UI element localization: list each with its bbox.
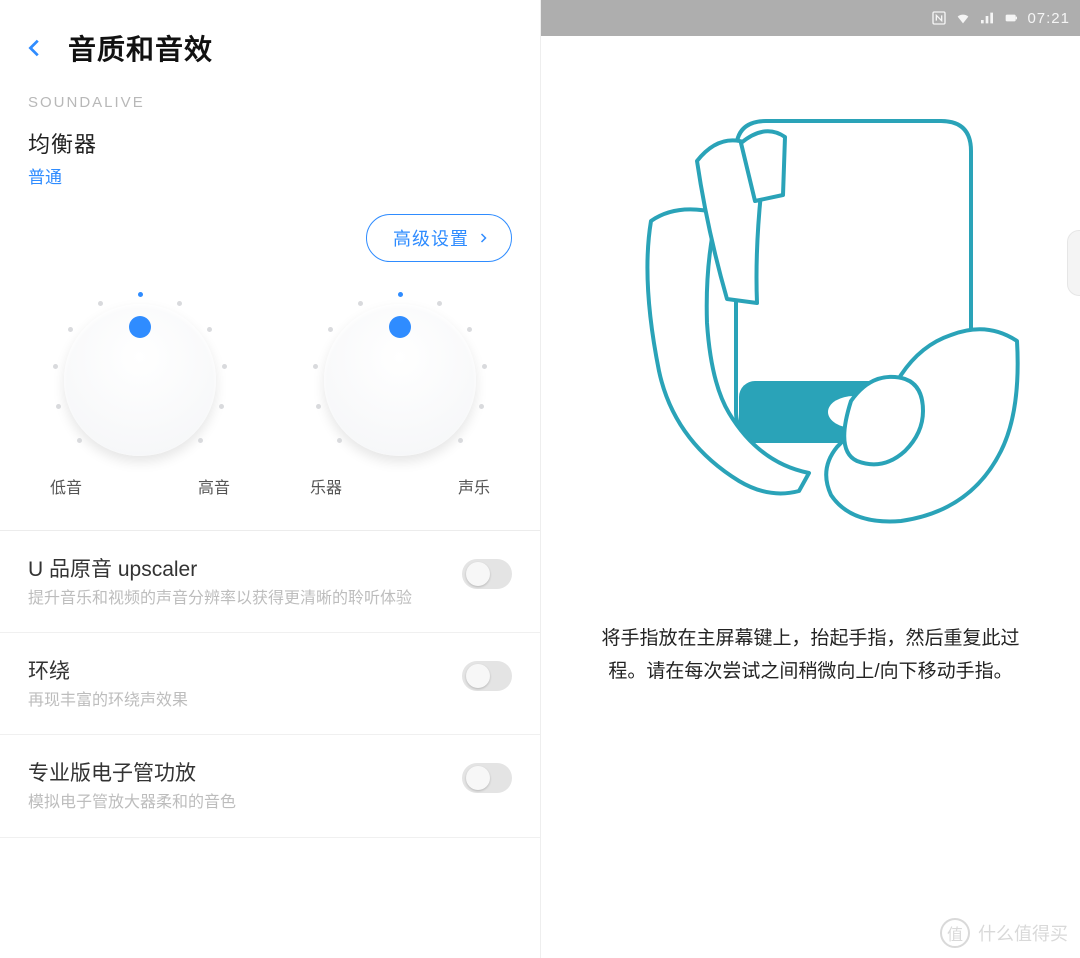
status-time: 07:21 (1027, 10, 1070, 27)
setting-row[interactable]: U 品原音 upscaler 提升音乐和视频的声音分辨率以获得更清晰的聆听体验 (0, 531, 540, 633)
dial-label-right: 声乐 (458, 474, 490, 498)
equalizer-title: 均衡器 (28, 127, 512, 159)
dial-label-left: 低音 (50, 474, 82, 498)
setting-row[interactable]: 环绕 再现丰富的环绕声效果 (0, 633, 540, 735)
fingerprint-illustration (541, 36, 1080, 596)
toggle-switch[interactable] (462, 661, 512, 691)
advanced-settings-label: 高级设置 (393, 225, 469, 251)
toggle-switch[interactable] (462, 559, 512, 589)
edge-handle[interactable] (1067, 230, 1080, 296)
setting-desc: 再现丰富的环绕声效果 (28, 689, 446, 712)
setting-desc: 模拟电子管放大器柔和的音色 (28, 791, 446, 814)
watermark: 值 什么值得买 (940, 918, 1068, 948)
dial-bass-treble[interactable]: 低音 高音 (25, 290, 255, 498)
advanced-settings-button[interactable]: 高级设置 (366, 214, 512, 262)
watermark-badge: 值 (940, 918, 970, 948)
dials-row: 低音 高音 乐器 声乐 (0, 272, 540, 508)
setting-row[interactable]: 专业版电子管功放 模拟电子管放大器柔和的音色 (0, 735, 540, 837)
sound-settings-pane: 音质和音效 SOUNDALIVE 均衡器 普通 高级设置 低音 高音 乐器 声乐 (0, 0, 540, 958)
toggle-switch[interactable] (462, 763, 512, 793)
setting-desc: 提升音乐和视频的声音分辨率以获得更清晰的聆听体验 (28, 587, 446, 610)
wifi-icon (955, 10, 971, 26)
equalizer-row[interactable]: 均衡器 普通 (0, 111, 540, 196)
header: 音质和音效 (0, 0, 540, 90)
dial-label-right: 高音 (198, 474, 230, 498)
page-title: 音质和音效 (68, 28, 213, 68)
setting-title: U 品原音 upscaler (28, 553, 446, 583)
section-label-soundalive: SOUNDALIVE (0, 94, 540, 111)
dial-instrument-vocal[interactable]: 乐器 声乐 (285, 290, 515, 498)
setting-title: 专业版电子管功放 (28, 757, 446, 787)
signal-icon (979, 10, 995, 26)
dial-label-left: 乐器 (310, 474, 342, 498)
back-icon[interactable] (24, 37, 46, 59)
setting-title: 环绕 (28, 655, 446, 685)
status-bar: 07:21 (541, 0, 1080, 36)
watermark-text: 什么值得买 (978, 920, 1068, 946)
hand-phone-icon (601, 101, 1021, 531)
fingerprint-setup-pane: 07:21 将手指放在主屏幕键上，抬起手指，然后重复此过程。请在每次尝试之间稍微… (540, 0, 1080, 958)
battery-icon (1003, 10, 1019, 26)
fingerprint-instruction: 将手指放在主屏幕键上，抬起手指，然后重复此过程。请在每次尝试之间稍微向上/向下移… (541, 596, 1080, 715)
equalizer-value: 普通 (28, 163, 512, 188)
chevron-right-icon (477, 232, 489, 244)
nfc-icon (931, 10, 947, 26)
